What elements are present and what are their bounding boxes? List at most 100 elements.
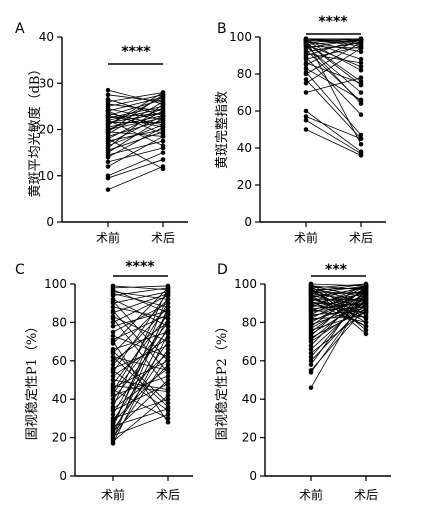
data-point-pre-d xyxy=(308,362,314,367)
data-point-pre-a xyxy=(105,136,111,142)
data-point-post-c xyxy=(165,346,171,352)
y-tick-label-d: 100 xyxy=(234,277,257,291)
data-point-post-d xyxy=(363,323,369,329)
data-point-pre-d xyxy=(308,343,314,348)
pair-line-a xyxy=(107,96,164,112)
data-point-pre-a xyxy=(105,129,111,135)
pair-line-b xyxy=(305,71,362,136)
data-point-post-b xyxy=(358,97,364,103)
pair-line-b xyxy=(305,38,362,145)
data-point-post-c xyxy=(165,408,171,414)
pair-line-a xyxy=(107,105,164,119)
pair-line-c xyxy=(112,356,169,408)
data-point-post-b xyxy=(358,136,364,142)
pair-line-d xyxy=(310,285,367,294)
data-point-pre-c xyxy=(110,412,116,417)
data-point-pre-c xyxy=(110,323,116,329)
pair-line-a xyxy=(107,117,164,153)
data-point-pre-d xyxy=(308,346,314,352)
y-tick-label-b: 40 xyxy=(237,141,252,155)
data-point-pre-b xyxy=(303,90,309,95)
data-point-post-b xyxy=(358,64,364,69)
data-point-post-a xyxy=(160,157,166,162)
pair-line-b xyxy=(305,38,362,56)
data-point-post-c xyxy=(165,404,171,410)
data-point-post-d xyxy=(363,316,369,321)
data-point-post-c xyxy=(165,285,171,291)
data-point-pre-d xyxy=(308,370,314,375)
data-point-post-c xyxy=(165,316,171,321)
data-point-pre-c xyxy=(110,368,116,373)
pair-line-d xyxy=(310,289,367,306)
data-point-pre-c xyxy=(110,383,116,389)
pair-line-d xyxy=(310,291,367,388)
pair-line-b xyxy=(305,42,362,82)
pair-line-d xyxy=(310,289,367,323)
data-point-post-a xyxy=(160,124,166,130)
data-point-pre-b xyxy=(303,127,309,132)
data-point-post-b xyxy=(358,153,364,158)
y-tick-label-c: 40 xyxy=(52,392,67,406)
panel-letter-a: A xyxy=(15,21,25,37)
panel-c: C 固视稳定性P1（%） **** 术前 术后 0 20 40 60 80 100 xyxy=(15,259,193,502)
pair-line-b xyxy=(305,47,362,84)
data-point-post-c xyxy=(165,377,171,383)
data-point-pre-b xyxy=(303,42,309,47)
data-point-post-c xyxy=(165,381,171,387)
pair-line-c xyxy=(112,295,169,429)
pair-line-c xyxy=(112,356,169,438)
data-point-post-a xyxy=(160,120,166,125)
data-point-pre-a xyxy=(105,164,111,169)
data-point-pre-a xyxy=(105,120,111,125)
data-point-post-a xyxy=(160,101,166,107)
pair-line-a xyxy=(107,96,164,126)
significance-label-b: **** xyxy=(318,14,348,30)
data-point-pre-c xyxy=(110,348,116,354)
data-point-post-c xyxy=(165,323,171,329)
data-point-post-a xyxy=(160,131,166,137)
data-point-pre-a xyxy=(105,87,111,93)
data-point-post-d xyxy=(363,285,369,291)
data-point-post-d xyxy=(363,331,369,337)
pair-line-a xyxy=(107,131,164,137)
pair-line-d xyxy=(310,289,367,346)
pair-line-c xyxy=(112,289,169,314)
y-axis-title-b: 黄斑完整指数 xyxy=(215,91,230,169)
pair-line-b xyxy=(305,77,362,93)
x-tick-label-c-post: 术后 xyxy=(156,488,180,502)
data-point-post-c xyxy=(165,419,171,425)
pair-line-c xyxy=(112,337,169,377)
pair-line-c xyxy=(112,350,169,404)
data-point-pre-c xyxy=(110,391,116,396)
data-point-pre-a xyxy=(105,97,111,102)
pair-line-c xyxy=(112,414,169,437)
data-point-post-c xyxy=(165,331,171,337)
y-axis-label-a: 黄斑平均光敏度（dB） xyxy=(27,63,43,198)
pair-line-d xyxy=(310,293,367,358)
data-point-post-b xyxy=(358,36,364,42)
significance-label-d: *** xyxy=(325,262,348,278)
data-point-post-b xyxy=(358,90,364,95)
data-point-post-b xyxy=(358,112,364,117)
data-point-post-d xyxy=(363,304,369,310)
y-tick-label-c: 20 xyxy=(52,431,67,445)
pair-line-d xyxy=(310,297,367,373)
pair-line-c xyxy=(112,379,169,433)
y-tick-label-b: 80 xyxy=(237,67,252,81)
pair-line-b xyxy=(305,38,362,49)
data-point-post-b xyxy=(358,56,364,62)
y-axis-label-d: 固视稳定性P2（%） xyxy=(214,320,230,440)
pair-line-c xyxy=(112,385,169,392)
pair-line-b xyxy=(305,68,362,101)
data-point-post-c xyxy=(165,370,171,375)
data-point-post-b xyxy=(358,132,364,138)
data-point-post-b xyxy=(358,142,364,147)
x-tick-label-d-pre: 术前 xyxy=(299,487,323,502)
y-tick-label-c: 100 xyxy=(44,277,67,291)
data-point-post-c xyxy=(165,350,171,356)
data-point-post-c xyxy=(165,389,171,394)
pair-line-d xyxy=(310,285,367,308)
data-point-pre-a xyxy=(105,159,111,165)
data-point-pre-d xyxy=(308,289,314,294)
